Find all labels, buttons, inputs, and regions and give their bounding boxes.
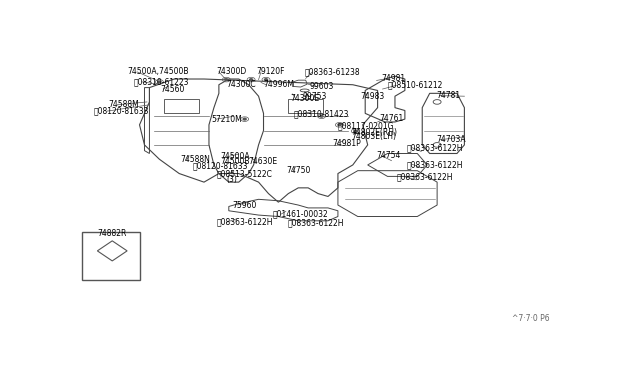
Circle shape <box>354 130 356 132</box>
Text: 74588M: 74588M <box>109 100 140 109</box>
Text: 74761: 74761 <box>380 114 404 123</box>
Text: Ⓢ08120-81633: Ⓢ08120-81633 <box>193 161 248 170</box>
Text: 74500A,74500B: 74500A,74500B <box>127 67 189 76</box>
Text: 74750: 74750 <box>286 166 310 175</box>
Bar <box>288 99 323 113</box>
Text: Ⓢ08363-6122H: Ⓢ08363-6122H <box>406 160 463 169</box>
Text: 74630E: 74630E <box>249 157 278 166</box>
Text: 99753: 99753 <box>302 92 326 101</box>
Text: 74996M: 74996M <box>264 80 294 89</box>
Circle shape <box>264 79 268 80</box>
Text: Ⓢ01461-00032: Ⓢ01461-00032 <box>273 210 328 219</box>
Text: Ⓢ08310-61223: Ⓢ08310-61223 <box>134 77 189 86</box>
Text: Ⓢ08363-6122H: Ⓢ08363-6122H <box>287 218 344 227</box>
Text: 74983: 74983 <box>360 92 385 101</box>
Text: 74703A: 74703A <box>436 135 466 144</box>
Text: 57210M: 57210M <box>211 115 242 124</box>
Circle shape <box>243 118 246 120</box>
Text: 74754: 74754 <box>376 151 401 160</box>
Text: Ⓢ08513-5122C: Ⓢ08513-5122C <box>217 170 273 179</box>
Text: Ⓢ08310-81423: Ⓢ08310-81423 <box>293 109 349 118</box>
Circle shape <box>158 81 161 83</box>
Text: 74802E(RH): 74802E(RH) <box>352 128 398 137</box>
Text: 74981: 74981 <box>381 74 406 83</box>
Text: 74500A: 74500A <box>220 153 250 161</box>
Text: 74803E(LH): 74803E(LH) <box>352 132 397 141</box>
Text: 74300E: 74300E <box>291 94 320 103</box>
Text: ^7·7·0 P6: ^7·7·0 P6 <box>511 314 549 323</box>
Text: 99603: 99603 <box>309 82 333 91</box>
Bar <box>83 232 140 279</box>
Text: Ⓢ08120-81633: Ⓢ08120-81633 <box>94 107 149 116</box>
Text: 74300C: 74300C <box>227 80 256 89</box>
Text: 74500B: 74500B <box>220 157 250 166</box>
Text: Ⓢ08363-6122H: Ⓢ08363-6122H <box>217 218 273 227</box>
Circle shape <box>225 79 228 80</box>
Text: Ⓢ08510-61212: Ⓢ08510-61212 <box>388 81 443 90</box>
Text: 74300D: 74300D <box>216 67 246 76</box>
Text: 74588N: 74588N <box>180 155 210 164</box>
Text: Ⓢ08363-6122H: Ⓢ08363-6122H <box>396 172 453 181</box>
Text: Ⓢ08363-61238: Ⓢ08363-61238 <box>304 67 360 76</box>
Text: 74882R: 74882R <box>97 229 127 238</box>
Circle shape <box>338 124 341 126</box>
Text: 74560: 74560 <box>161 84 185 93</box>
Bar <box>164 99 199 113</box>
Text: 74981P: 74981P <box>332 139 361 148</box>
Circle shape <box>250 79 253 80</box>
Text: 79120F: 79120F <box>256 67 285 76</box>
Text: Ⓢ08363-6122H: Ⓢ08363-6122H <box>406 143 463 152</box>
Circle shape <box>320 115 323 117</box>
Text: (3): (3) <box>227 175 237 184</box>
Text: Ⓑ08117-0201G: Ⓑ08117-0201G <box>338 121 394 130</box>
Text: 75960: 75960 <box>233 201 257 209</box>
Text: 74781: 74781 <box>436 91 460 100</box>
